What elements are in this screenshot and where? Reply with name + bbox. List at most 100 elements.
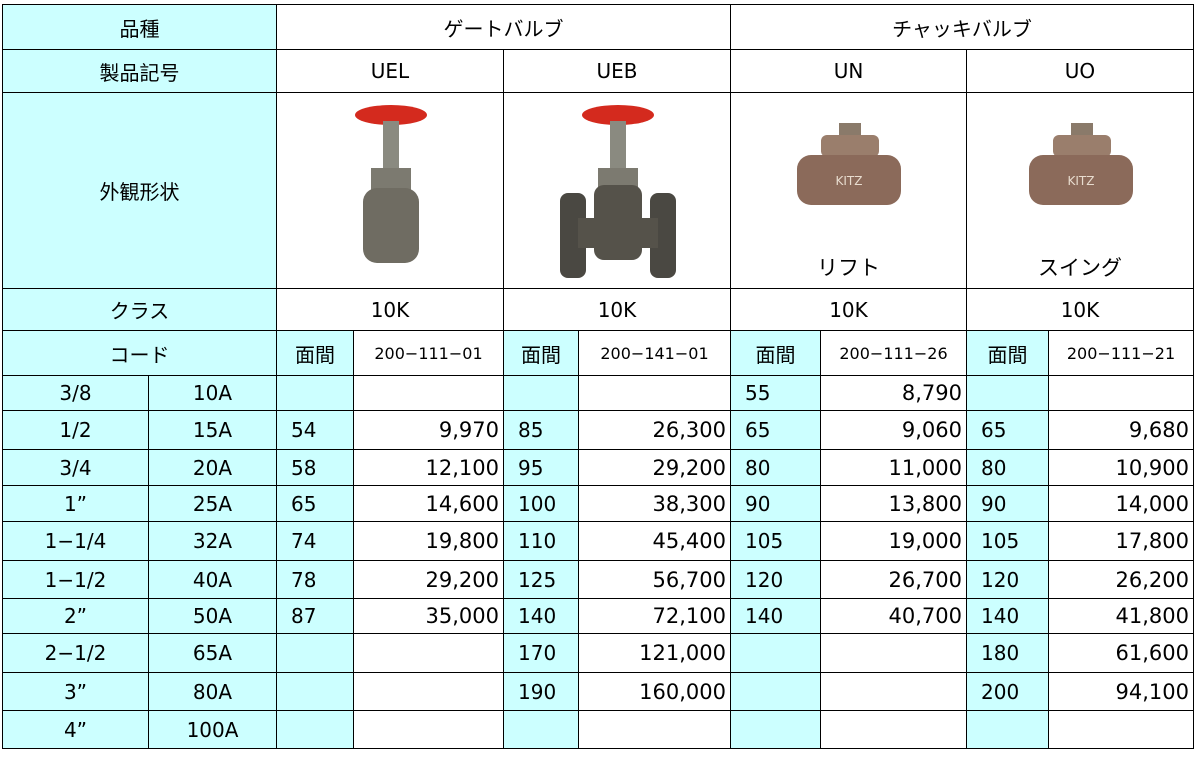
face-to-face: 58 <box>276 449 354 486</box>
price <box>353 633 504 673</box>
face-to-face <box>966 710 1049 749</box>
size-mm: 25A <box>148 485 277 522</box>
header-label: 品種 <box>2 4 277 50</box>
price <box>820 672 967 711</box>
size-mm: 80A <box>148 672 277 711</box>
price <box>353 375 504 411</box>
price <box>353 710 504 749</box>
price: 11,000 <box>820 449 967 486</box>
price <box>1048 375 1194 411</box>
product-class: 10K <box>730 288 967 331</box>
face-to-face: 140 <box>503 598 579 634</box>
header-label: コード <box>2 330 277 376</box>
product-image-cell <box>503 92 731 289</box>
face-to-face <box>276 710 354 749</box>
price: 45,400 <box>578 521 731 561</box>
product-image-cell: KITZ スイング <box>966 92 1194 289</box>
price <box>578 375 731 411</box>
face-to-face: 120 <box>730 560 821 599</box>
face-to-face <box>276 375 354 411</box>
face-to-face: 190 <box>503 672 579 711</box>
svg-text:KITZ: KITZ <box>1067 174 1094 188</box>
product-class: 10K <box>966 288 1194 331</box>
price: 160,000 <box>578 672 731 711</box>
product-symbol: UO <box>966 49 1194 93</box>
face-label: 面間 <box>730 330 821 376</box>
size-inch: 3” <box>2 672 149 711</box>
price: 41,800 <box>1048 598 1194 634</box>
price: 13,800 <box>820 485 967 522</box>
face-to-face: 54 <box>276 410 354 450</box>
face-to-face: 140 <box>966 598 1049 634</box>
face-to-face: 110 <box>503 521 579 561</box>
face-to-face: 180 <box>966 633 1049 673</box>
price: 12,100 <box>353 449 504 486</box>
face-label: 面間 <box>503 330 579 376</box>
face-to-face: 80 <box>730 449 821 486</box>
face-to-face: 65 <box>276 485 354 522</box>
face-to-face: 100 <box>503 485 579 522</box>
price <box>353 672 504 711</box>
size-inch: 1−1/4 <box>2 521 149 561</box>
size-inch: 2−1/2 <box>2 633 149 673</box>
face-to-face: 90 <box>966 485 1049 522</box>
header-label: 製品記号 <box>2 49 277 93</box>
size-mm: 65A <box>148 633 277 673</box>
size-mm: 10A <box>148 375 277 411</box>
product-code: 200−141−01 <box>578 330 731 376</box>
face-to-face: 65 <box>730 410 821 450</box>
product-code: 200−111−21 <box>1048 330 1194 376</box>
face-to-face: 200 <box>966 672 1049 711</box>
product-symbol: UEL <box>276 49 504 93</box>
price: 121,000 <box>578 633 731 673</box>
product-symbol: UN <box>730 49 967 93</box>
face-label: 面間 <box>276 330 354 376</box>
face-to-face: 105 <box>730 521 821 561</box>
face-to-face: 170 <box>503 633 579 673</box>
face-to-face <box>503 710 579 749</box>
group-name: ゲートバルブ <box>276 4 731 50</box>
price: 72,100 <box>578 598 731 634</box>
face-to-face: 74 <box>276 521 354 561</box>
price <box>820 710 967 749</box>
size-inch: 1/2 <box>2 410 149 450</box>
face-to-face: 105 <box>966 521 1049 561</box>
size-mm: 40A <box>148 560 277 599</box>
price: 14,600 <box>353 485 504 522</box>
face-to-face <box>503 375 579 411</box>
size-mm: 15A <box>148 410 277 450</box>
face-to-face <box>276 633 354 673</box>
product-class: 10K <box>503 288 731 331</box>
product-caption: リフト <box>817 256 880 280</box>
face-to-face: 120 <box>966 560 1049 599</box>
face-to-face <box>966 375 1049 411</box>
face-to-face: 65 <box>966 410 1049 450</box>
product-code: 200−111−01 <box>353 330 504 376</box>
svg-text:KITZ: KITZ <box>836 174 863 188</box>
face-to-face: 85 <box>503 410 579 450</box>
face-to-face: 90 <box>730 485 821 522</box>
size-inch: 2” <box>2 598 149 634</box>
price <box>1048 710 1194 749</box>
price: 29,200 <box>353 560 504 599</box>
face-to-face: 80 <box>966 449 1049 486</box>
face-to-face: 78 <box>276 560 354 599</box>
product-caption: スイング <box>1038 256 1122 280</box>
size-inch: 1−1/2 <box>2 560 149 599</box>
price: 9,060 <box>820 410 967 450</box>
price <box>820 633 967 673</box>
price: 14,000 <box>1048 485 1194 522</box>
price: 17,800 <box>1048 521 1194 561</box>
face-to-face: 140 <box>730 598 821 634</box>
size-mm: 20A <box>148 449 277 486</box>
size-inch: 4” <box>2 710 149 749</box>
product-image-cell <box>276 92 504 289</box>
face-to-face <box>730 710 821 749</box>
size-inch: 3/8 <box>2 375 149 411</box>
valve-image <box>559 105 676 278</box>
price: 94,100 <box>1048 672 1194 711</box>
size-inch: 1” <box>2 485 149 522</box>
valve-image: KITZ <box>1028 123 1133 205</box>
face-to-face: 125 <box>503 560 579 599</box>
